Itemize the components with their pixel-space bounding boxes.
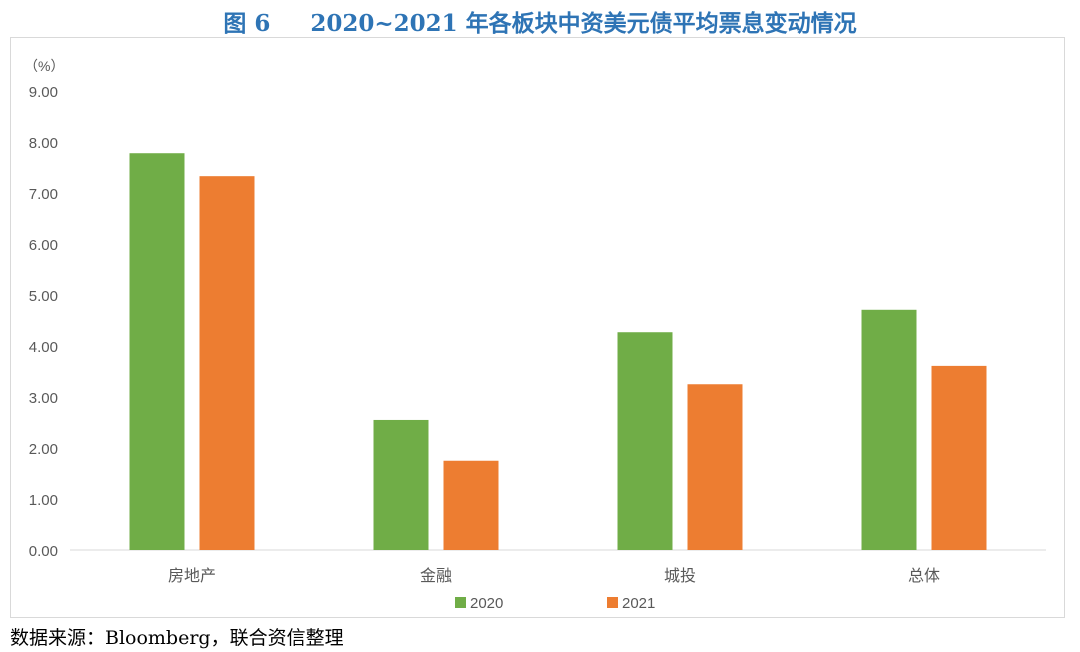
y-tick-label: 0.00 (29, 543, 58, 560)
x-tick-label: 房地产 (168, 567, 216, 585)
source-note: 数据来源：Bloomberg，联合资信整理 (10, 627, 344, 649)
legend-swatch-2021 (607, 597, 618, 608)
legend-label-2021: 2021 (622, 595, 655, 612)
y-tick-label: 4.00 (29, 339, 58, 356)
bar-2021-1 (443, 460, 499, 550)
y-tick-label: 9.00 (29, 84, 58, 101)
bar-2021-2 (687, 384, 743, 550)
bar-2020-2 (617, 332, 673, 550)
y-tick-label: 8.00 (29, 135, 58, 152)
y-axis-unit: （%） (24, 58, 64, 74)
y-tick-label: 6.00 (29, 237, 58, 254)
y-tick-label: 3.00 (29, 390, 58, 407)
y-tick-label: 7.00 (29, 186, 58, 203)
x-tick-label: 总体 (908, 567, 940, 585)
y-tick-label: 5.00 (29, 288, 58, 305)
chart-frame (10, 37, 1065, 618)
bar-2020-0 (129, 153, 185, 550)
legend-label-2020: 2020 (470, 595, 503, 612)
y-tick-label: 2.00 (29, 441, 58, 458)
bar-2021-3 (931, 365, 987, 550)
bar-2020-1 (373, 419, 429, 550)
y-tick-label: 1.00 (29, 492, 58, 509)
x-tick-label: 城投 (664, 567, 696, 585)
x-tick-label: 金融 (420, 567, 452, 585)
figure-title: 图 6 2020~2021 年各板块中资美元债平均票息变动情况 (223, 10, 857, 37)
bar-2020-3 (861, 309, 917, 550)
bar-2021-0 (199, 176, 255, 551)
legend-swatch-2020 (455, 597, 466, 608)
